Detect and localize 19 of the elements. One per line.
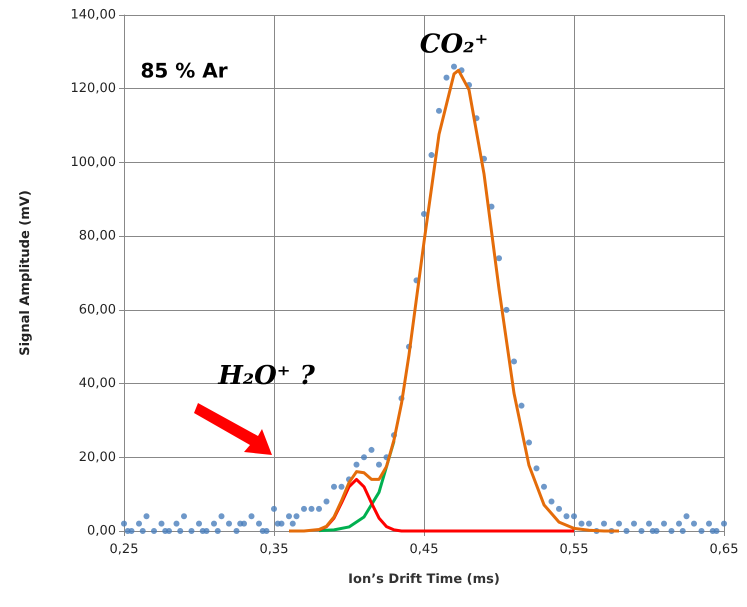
x-axis-title: Ion’s Drift Time (ms) bbox=[348, 572, 500, 587]
y-tick-label: 100,00 bbox=[70, 154, 116, 170]
y-tick-label: 120,00 bbox=[70, 81, 116, 96]
y-tick-label: 20,00 bbox=[78, 450, 116, 465]
x-tick-label: 0,55 bbox=[560, 542, 588, 557]
y-tick-label: 40,00 bbox=[78, 376, 116, 392]
y-tick-label: 60,00 bbox=[78, 302, 116, 318]
y-tick-label: 80,00 bbox=[78, 228, 116, 244]
y-tick-label: 0,00 bbox=[87, 524, 116, 538]
annotation: CO₂⁺ bbox=[420, 29, 488, 60]
x-tick-label: 0,45 bbox=[410, 542, 438, 557]
x-tick-label: 0,65 bbox=[710, 542, 738, 557]
line-series bbox=[288, 68, 620, 532]
annotation: H₂O⁺ ? bbox=[217, 361, 316, 392]
annotation: 85 % Ar bbox=[140, 58, 228, 82]
x-tick-label: 0,35 bbox=[260, 542, 288, 557]
x-tick-label: 0,25 bbox=[110, 542, 138, 557]
y-axis-title: Signal Amplitude (mV) bbox=[18, 190, 33, 356]
y-tick-label: 140,00 bbox=[70, 8, 116, 22]
